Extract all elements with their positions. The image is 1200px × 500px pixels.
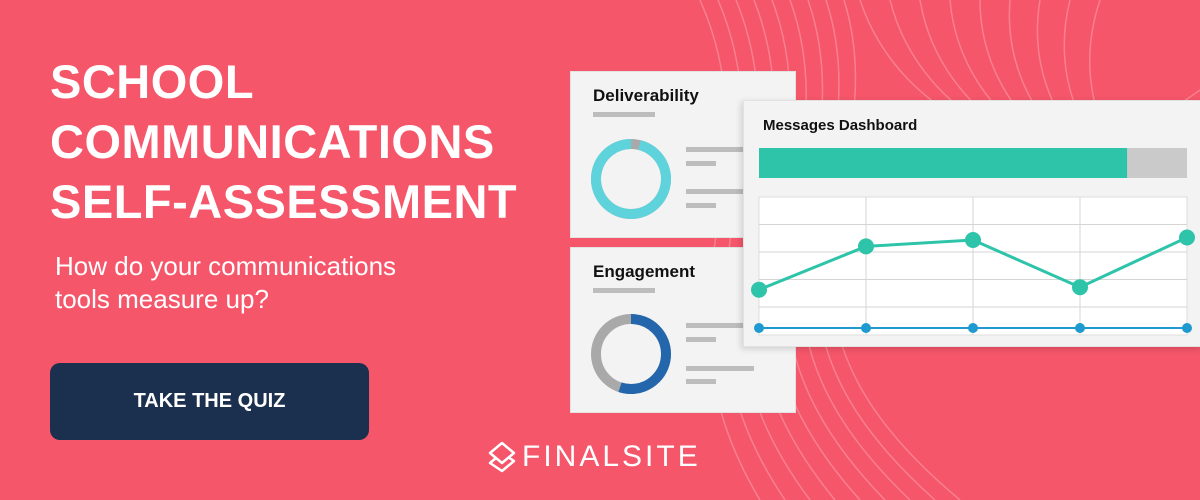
subtitle: How do your communications tools measure… <box>55 250 396 316</box>
card-title: Engagement <box>593 262 696 281</box>
placeholder-bar <box>593 288 655 293</box>
baseline-point <box>1182 323 1192 333</box>
finalsite-logo-icon <box>488 441 516 473</box>
headline-line: COMMUNICATIONS <box>50 115 495 168</box>
card-title: Deliverability <box>593 86 699 105</box>
placeholder-bar <box>686 203 716 208</box>
brand-name: FINALSITE <box>522 440 701 473</box>
take-quiz-button[interactable]: TAKE THE QUIZ <box>50 363 369 440</box>
placeholder-bar <box>686 337 716 342</box>
placeholder-bar <box>686 379 716 384</box>
engagement-donut <box>591 314 671 394</box>
series-point <box>1072 279 1088 296</box>
deliverability-donut <box>591 139 671 219</box>
donut-fill <box>591 314 671 394</box>
finalsite-logo: FINALSITE <box>488 440 701 474</box>
placeholder-bar <box>686 147 746 152</box>
placeholder-bar <box>686 323 746 328</box>
baseline-point <box>754 323 764 333</box>
placeholder-bar <box>686 161 716 166</box>
series-point <box>965 232 981 249</box>
placeholder-bar <box>686 189 746 194</box>
donut-fill <box>591 139 671 219</box>
baseline-point <box>968 323 978 333</box>
placeholder-bar <box>686 366 754 371</box>
subtitle-line: tools measure up? <box>55 284 269 314</box>
headline: SCHOOL COMMUNICATIONS SELF-ASSESSMENT <box>50 52 517 232</box>
baseline-point <box>861 323 871 333</box>
headline-line: SELF-ASSESSMENT <box>50 175 518 228</box>
baseline-point <box>1075 323 1085 333</box>
card-title: Messages Dashboard <box>763 117 918 134</box>
messages-dashboard-card: Messages Dashboard <box>743 100 1200 347</box>
series-point <box>858 238 874 255</box>
dashboard-chart <box>751 148 1195 336</box>
headline-line: SCHOOL <box>50 55 255 108</box>
subtitle-line: How do your communications <box>55 251 397 281</box>
series-point <box>1179 229 1195 246</box>
series-point <box>751 281 767 298</box>
placeholder-bar <box>593 112 655 117</box>
progress-fill <box>759 148 1128 178</box>
